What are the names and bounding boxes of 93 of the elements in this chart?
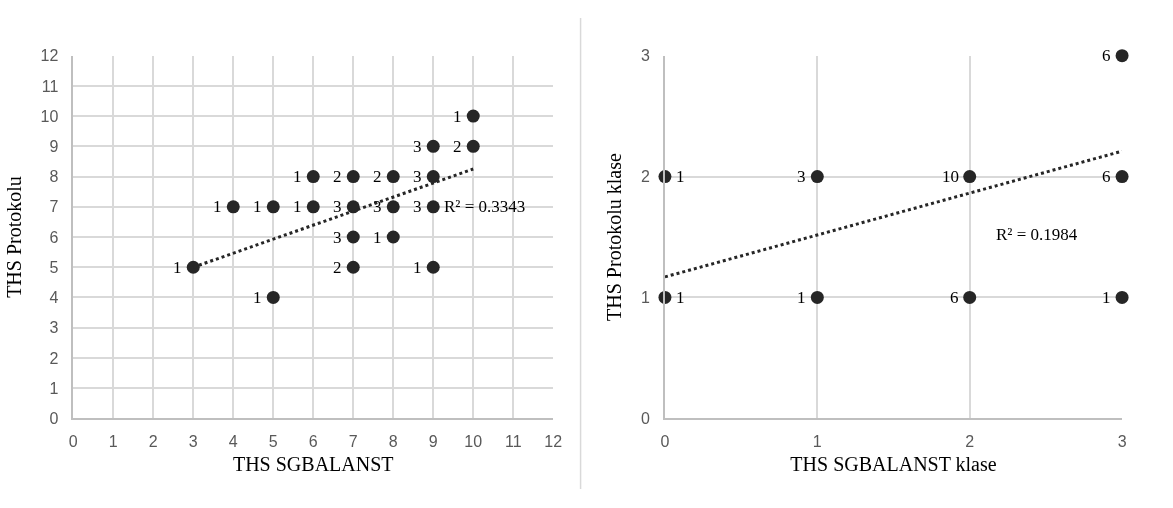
annotation: 1 [253,288,262,307]
point [426,139,440,153]
x-tick-label: 0 [68,433,78,451]
x-tick-label: 1 [812,433,822,451]
point [426,260,440,274]
x-tick-label: 5 [268,433,278,451]
x-axis-title: THS SGBALANST klase [790,453,997,476]
point [1115,49,1129,63]
point [810,170,824,184]
annotation: 3 [797,167,806,186]
x-tick-label: 11 [504,433,522,451]
point [1115,290,1129,304]
annotation: 2 [333,167,342,186]
y-tick-label: 2 [641,168,651,186]
y-tick-label: 0 [49,409,59,427]
annotation: 6 [1102,167,1111,186]
y-tick-label: 1 [49,379,59,397]
annotation: 1 [676,167,685,186]
y-tick-label: 9 [49,137,59,155]
point [306,200,320,214]
point [186,260,200,274]
annotation: 3 [373,197,382,216]
point [426,200,440,214]
point [226,200,240,214]
annotation: 3 [333,197,342,216]
annotation: 1 [173,258,182,277]
y-tick-label: 2 [49,349,59,367]
point [426,170,440,184]
annotation: 1 [676,288,685,307]
x-tick-label: 6 [308,433,318,451]
y-tick-label: 3 [641,47,651,65]
annotation: 6 [1102,46,1111,65]
point [346,260,360,274]
annotation: 2 [453,137,462,156]
point [306,170,320,184]
annotation: 3 [413,197,422,216]
annotation: 1 [293,197,302,216]
annotation: 1 [373,228,382,247]
annotation: 3 [413,137,422,156]
x-tick-label: 10 [464,433,483,451]
annotation: 1 [453,107,462,126]
point [266,290,280,304]
x-tick-label: 12 [544,433,563,451]
point [266,200,280,214]
y-tick-label: 0 [641,409,651,427]
annotation: 1 [413,258,422,277]
y-tick-label: 4 [49,289,59,307]
point [810,290,824,304]
x-tick-label: 9 [428,433,438,451]
y-tick-label: 3 [49,319,59,337]
x-tick-label: 2 [148,433,158,451]
point [386,170,400,184]
y-axis-title: THS Protokolu klase [603,153,626,321]
point [1115,170,1129,184]
y-tick-label: 5 [49,258,59,276]
y-tick-label: 10 [40,107,59,125]
point [466,109,480,123]
annotation: R² = 0.1984 [996,225,1078,244]
y-axis-title: THS Protokolu [2,176,25,298]
annotation: 2 [373,167,382,186]
y-tick-label: 1 [641,289,651,307]
point [346,170,360,184]
x-axis-title: THS SGBALANST [232,453,394,476]
annotation: 1 [293,167,302,186]
annotation: R² = 0.3343 [444,197,526,216]
point [466,139,480,153]
y-tick-label: 8 [49,168,59,186]
y-tick-label: 11 [41,77,59,95]
x-tick-label: 2 [965,433,975,451]
x-tick-label: 0 [660,433,670,451]
annotation: 1 [253,197,262,216]
point [346,230,360,244]
annotation: 2 [333,258,342,277]
annotation: 10 [942,167,959,186]
y-tick-label: 7 [49,198,59,216]
x-tick-label: 4 [228,433,238,451]
y-tick-label: 12 [40,47,59,65]
annotation: 1 [1102,288,1111,307]
point [386,200,400,214]
annotation: 1 [797,288,806,307]
annotation: 1 [213,197,222,216]
y-tick-label: 6 [49,228,59,246]
point [963,290,977,304]
annotation: 6 [950,288,959,307]
x-tick-label: 8 [388,433,398,451]
annotation: 3 [413,167,422,186]
point [386,230,400,244]
x-tick-label: 7 [348,433,358,451]
x-tick-label: 3 [188,433,198,451]
x-tick-label: 1 [108,433,118,451]
annotation: 3 [333,228,342,247]
x-tick-label: 3 [1117,433,1127,451]
point [963,170,977,184]
